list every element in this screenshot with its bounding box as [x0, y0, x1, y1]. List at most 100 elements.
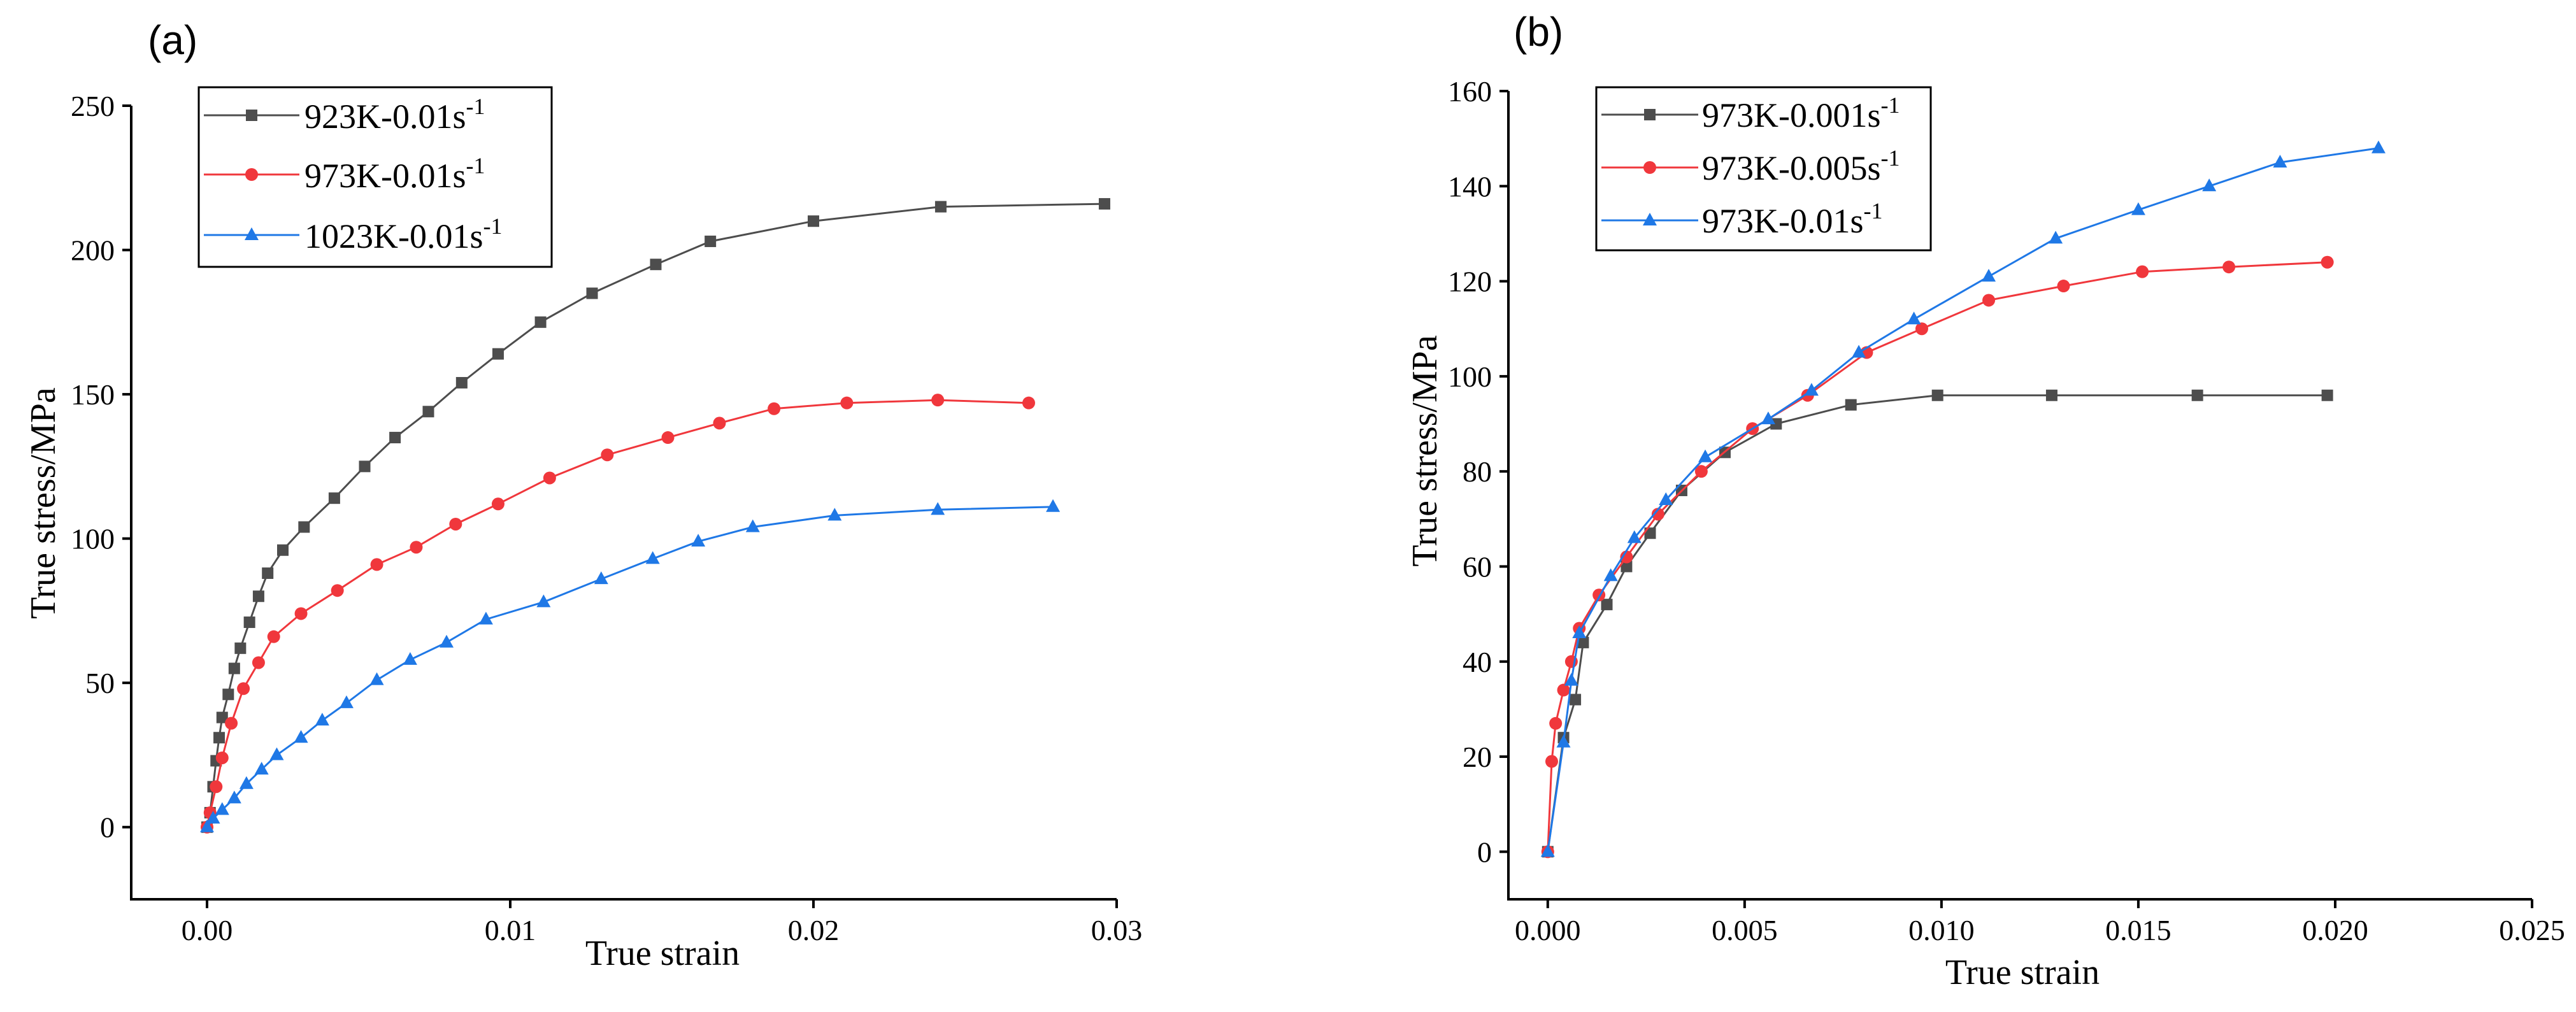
x-axis-title-b: True strain — [1945, 953, 2100, 992]
data-series — [1542, 389, 2333, 858]
legend-a: 923K-0.01s-1 973K-0.01s-1 1023K-0.01s-1 — [197, 86, 553, 268]
legend-label-main: 923K-0.01s — [304, 97, 466, 136]
data-point — [455, 376, 468, 388]
data-point — [216, 711, 228, 723]
legend-label-main: 973K-0.01s — [1702, 202, 1864, 240]
data-series — [201, 198, 1110, 833]
data-point — [2191, 389, 2203, 401]
data-point — [1098, 198, 1110, 210]
data-series — [1540, 140, 2386, 857]
data-point — [339, 695, 354, 708]
plot-area-a: 0.00 0.01 0.02 0.03 0 50 100 150 200 250 — [71, 90, 1142, 946]
data-point — [745, 519, 760, 532]
legend-label: 973K-0.01s-1 — [1702, 198, 1883, 240]
data-point — [1982, 269, 1996, 282]
legend-entry: 973K-0.005s-1 — [1601, 145, 1900, 187]
data-point — [206, 811, 220, 824]
legend-label-main: 1023K-0.01s — [304, 217, 483, 255]
series-line — [1547, 394, 2328, 852]
data-point — [369, 672, 384, 685]
legend-marker — [246, 110, 257, 121]
legend-marker-shape — [1643, 213, 1657, 225]
data-point — [422, 406, 434, 418]
data-point — [601, 448, 614, 462]
data-point — [2131, 202, 2145, 215]
data-point — [370, 558, 383, 571]
data-point — [294, 730, 308, 743]
data-point — [328, 492, 340, 504]
legend-label-sup: -1 — [1864, 198, 1883, 224]
panel-label-a: (a) — [148, 17, 197, 63]
data-point — [215, 751, 229, 764]
data-point — [1621, 560, 1633, 573]
legend-entry: 1023K-0.01s-1 — [204, 213, 503, 255]
x-tick-label: 0.00 — [182, 914, 233, 946]
data-point — [1540, 844, 1555, 857]
x-tick-label: 0.02 — [788, 914, 840, 946]
data-point — [934, 201, 947, 213]
panel-label-b: (b) — [1513, 9, 1563, 55]
data-point — [298, 521, 310, 533]
data-point — [213, 732, 225, 744]
data-point — [1601, 599, 1613, 611]
y-tick-label: 100 — [1448, 360, 1492, 393]
legend-label: 923K-0.01s-1 — [304, 94, 485, 136]
x-tick-label: 0.01 — [485, 914, 536, 946]
data-point — [1545, 755, 1558, 768]
plot-area-b: 0.000 0.005 0.010 0.015 0.020 0.025 0 20 40 60 80 1… — [1448, 75, 2565, 946]
data-point — [1698, 449, 1713, 462]
data-point — [478, 611, 493, 625]
series-line — [206, 399, 1029, 828]
data-point — [2136, 265, 2149, 278]
data-point — [440, 634, 454, 648]
data-point — [2371, 140, 2386, 153]
data-point — [254, 762, 269, 775]
data-point — [2222, 260, 2236, 274]
legend-label: 973K-0.005s-1 — [1702, 145, 1900, 187]
y-tick-label: 0 — [1477, 836, 1492, 868]
data-point — [2057, 280, 2070, 293]
data-point — [1046, 499, 1061, 512]
y-tick-label: 140 — [1448, 170, 1492, 203]
data-series — [200, 499, 1061, 832]
data-point — [1804, 383, 1819, 396]
data-point — [294, 607, 308, 620]
x-axis-title-a: True strain — [585, 934, 740, 973]
data-point — [1907, 311, 1921, 325]
legend-label-main: 973K-0.001s — [1702, 96, 1881, 134]
data-point — [239, 776, 254, 789]
data-point — [449, 517, 462, 531]
data-point — [491, 497, 504, 511]
data-point — [1694, 465, 1708, 478]
x-tick-label: 0.010 — [1908, 914, 1975, 946]
legend-marker-shape — [1643, 161, 1656, 174]
data-series — [201, 394, 1035, 834]
x-tick-label: 0.025 — [2499, 914, 2565, 946]
data-point — [661, 431, 675, 445]
data-point — [1603, 568, 1618, 581]
axis-lines — [1507, 91, 2532, 901]
y-tick-label: 50 — [85, 667, 115, 699]
data-point — [1022, 396, 1035, 410]
data-point — [1845, 399, 1857, 411]
data-point — [410, 541, 423, 554]
y-tick-label: 60 — [1463, 550, 1492, 583]
y-tick-label: 160 — [1448, 75, 1492, 108]
data-point — [691, 534, 706, 547]
data-point — [931, 502, 945, 515]
data-point — [1577, 636, 1589, 648]
legend-label-sup: -1 — [466, 153, 485, 178]
legend-marker — [245, 227, 259, 240]
y-tick-label: 100 — [71, 523, 115, 555]
legend-marker-shape — [245, 168, 258, 181]
data-point — [234, 642, 247, 654]
data-point — [1761, 411, 1775, 425]
data-point — [1627, 530, 1642, 543]
data-point — [1556, 734, 1571, 748]
legend-label-main: 973K-0.01s — [304, 157, 466, 195]
data-point — [389, 432, 401, 444]
data-point — [277, 544, 289, 556]
y-tick-label: 120 — [1448, 266, 1492, 298]
data-point — [2273, 154, 2287, 167]
legend-marker-shape — [246, 110, 257, 121]
